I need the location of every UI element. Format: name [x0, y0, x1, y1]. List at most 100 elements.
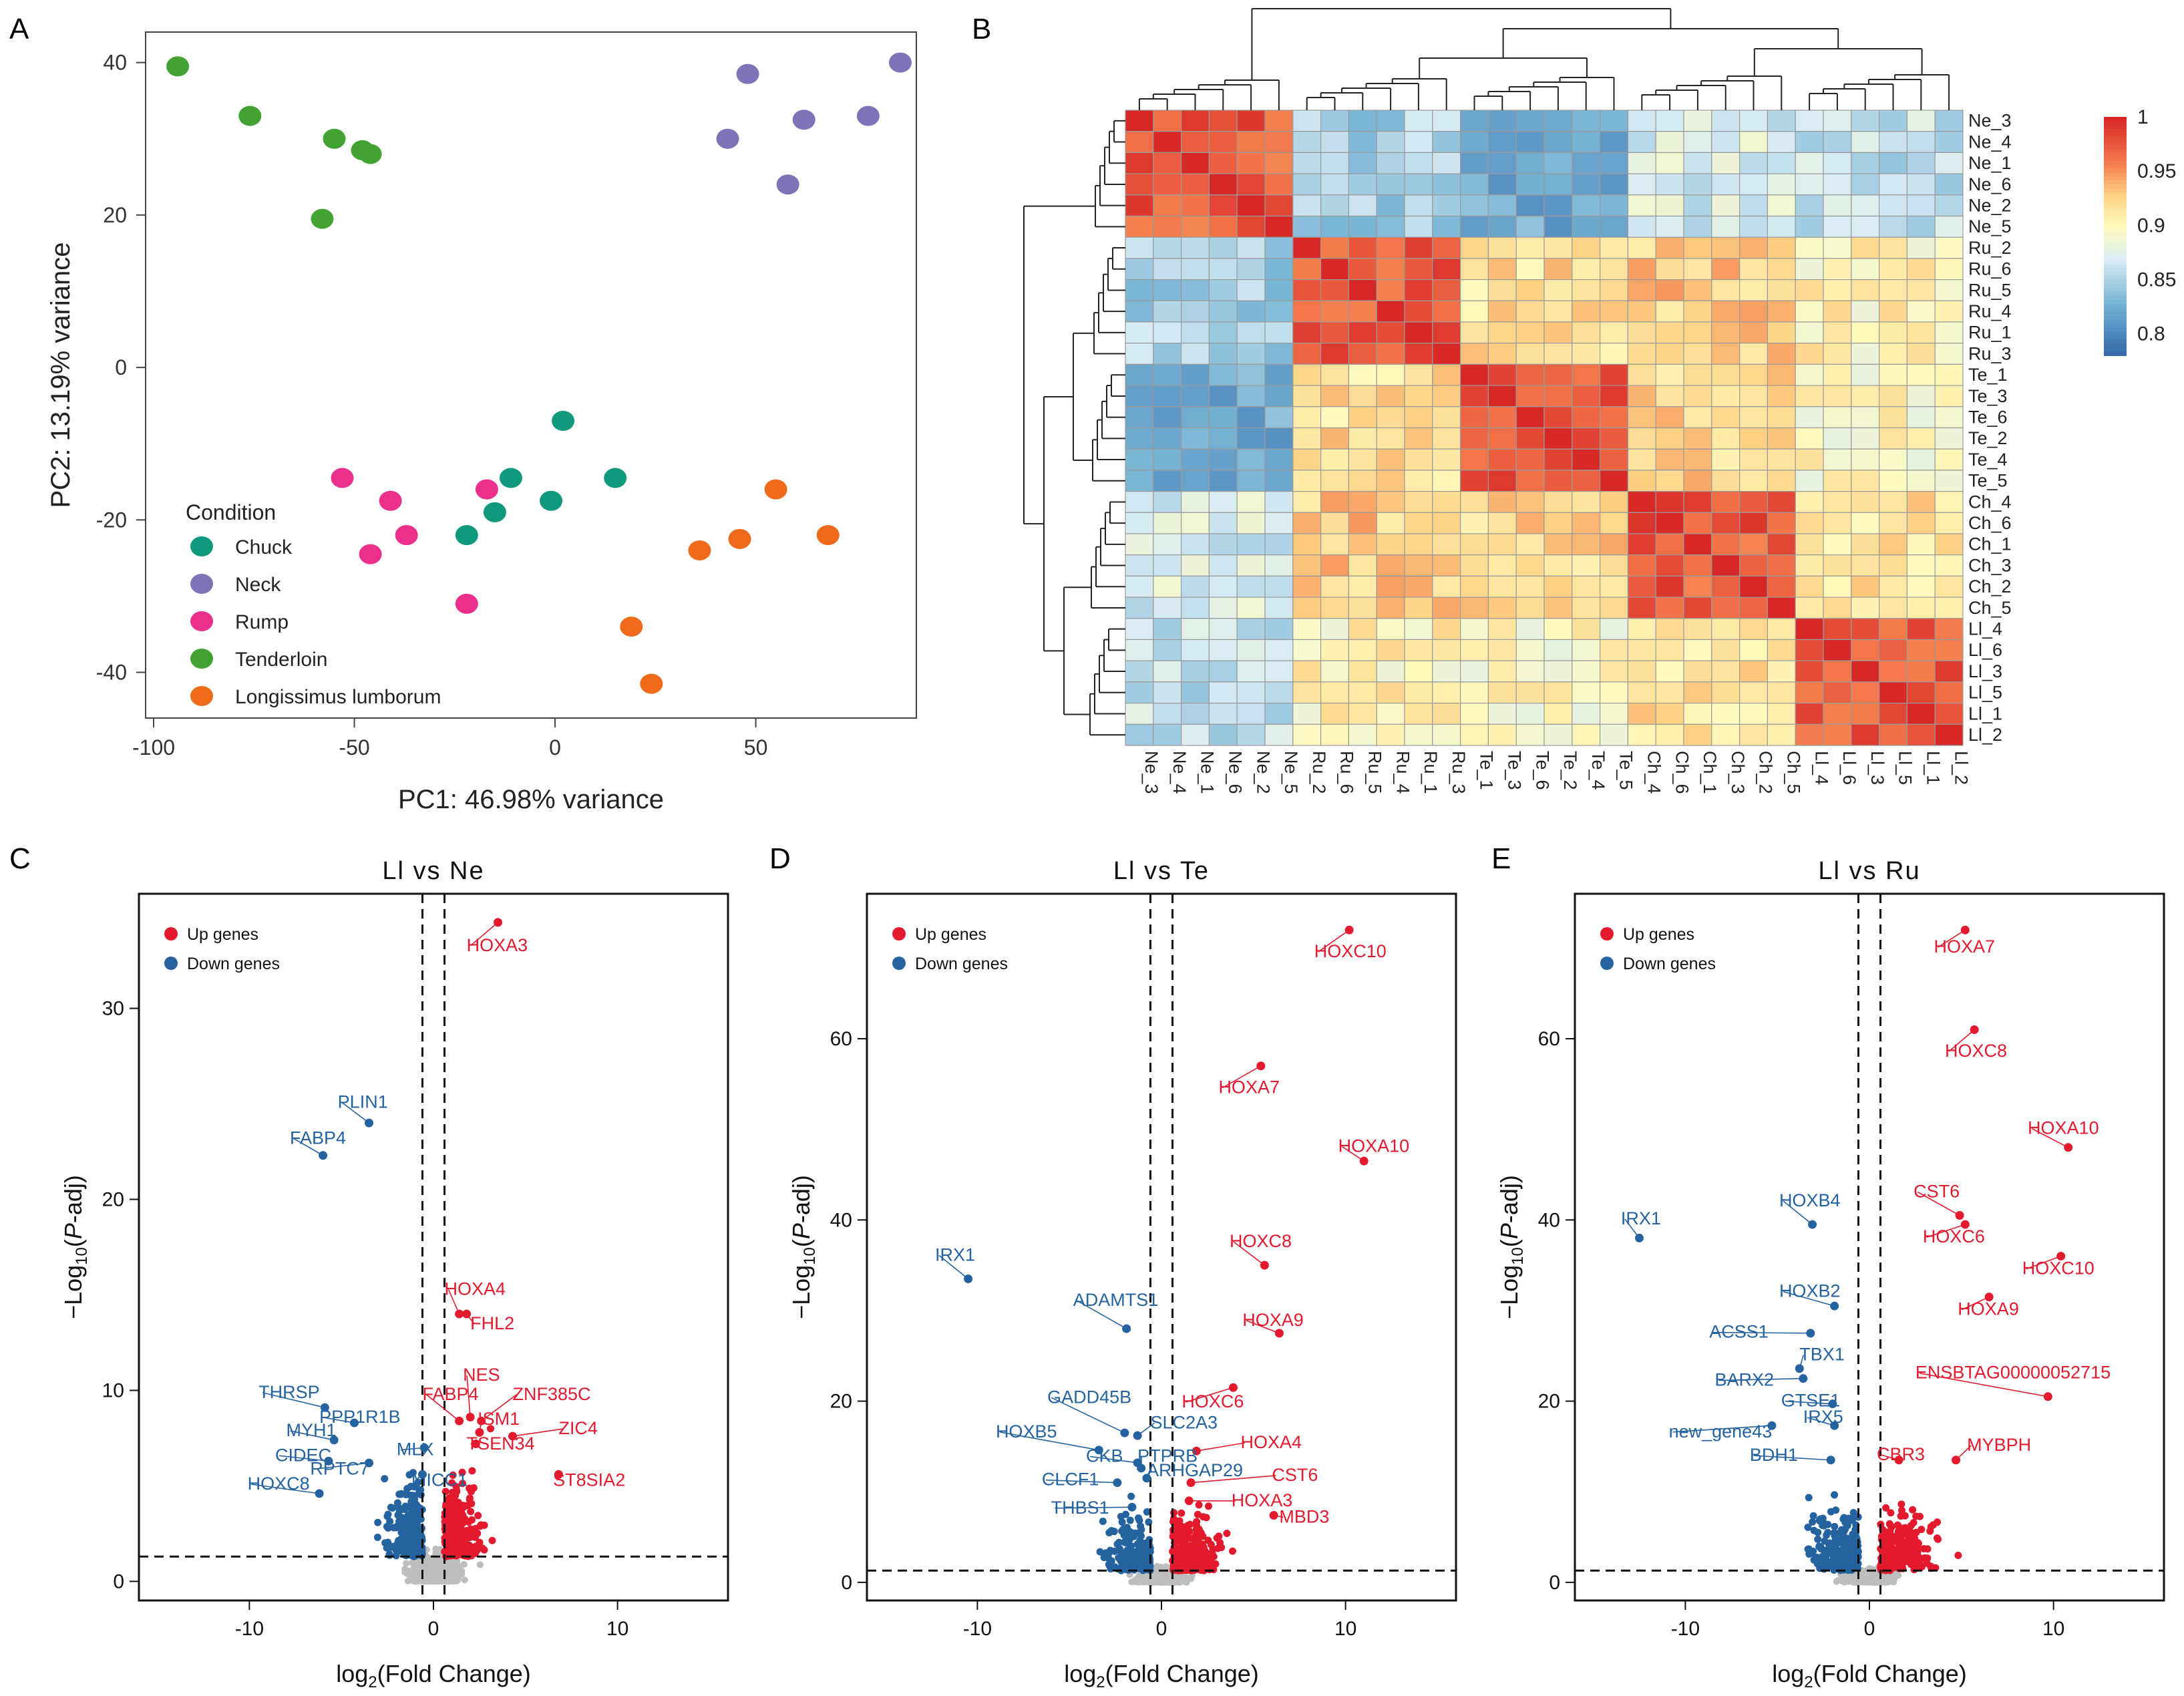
- x-tick-label: 10: [1334, 1618, 1356, 1640]
- heatmap-cell: [1683, 300, 1712, 323]
- heatmap-cell: [1208, 575, 1238, 598]
- heatmap-cell: [1460, 131, 1489, 153]
- heatmap-cell: [1543, 363, 1573, 386]
- ns-point: [1153, 1562, 1161, 1570]
- heatmap-cell: [1711, 639, 1741, 661]
- up-gene-point: [1184, 1530, 1192, 1538]
- heatmap-cell: [1125, 300, 1154, 323]
- heatmap-cell: [1376, 173, 1405, 196]
- heatmap-cell: [1711, 343, 1741, 365]
- heatmap-cell: [1572, 723, 1601, 746]
- heatmap-cell: [1906, 470, 1936, 492]
- heatmap-cell: [1432, 279, 1461, 301]
- heatmap-cell: [1180, 406, 1210, 429]
- ns-point: [403, 1560, 410, 1567]
- y-tick-label: 40: [1538, 1209, 1560, 1231]
- heatmap-cell: [1515, 406, 1545, 429]
- heatmap-cell: [1906, 639, 1936, 661]
- up-gene-point: [1178, 1555, 1186, 1563]
- heatmap-cell: [1879, 575, 1908, 598]
- heatmap-cell: [1404, 215, 1433, 238]
- heatmap-cell: [1627, 300, 1656, 323]
- heatmap-cell: [1711, 702, 1741, 725]
- heatmap-cell: [1292, 110, 1322, 132]
- heatmap-cell: [1683, 110, 1712, 132]
- colorbar-segment: [2104, 148, 2127, 154]
- heatmap-cell: [1627, 512, 1656, 534]
- heatmap-cell: [1460, 512, 1489, 534]
- heatmap-cell: [1208, 321, 1238, 344]
- heatmap-cell: [1906, 343, 1936, 365]
- ns-point: [435, 1570, 442, 1578]
- heatmap-cell: [1264, 173, 1294, 196]
- ns-point: [1144, 1578, 1151, 1585]
- heatmap-cell: [1823, 597, 1852, 619]
- heatmap-cell: [1823, 490, 1852, 513]
- heatmap-cell: [1432, 470, 1461, 492]
- gene-label-leader: [1045, 1479, 1117, 1484]
- colorbar-segment: [2104, 232, 2127, 237]
- heatmap-cell: [1572, 258, 1601, 281]
- heatmap-cell: [1823, 512, 1852, 534]
- up-gene-point: [448, 1479, 456, 1487]
- heatmap-cell: [1543, 321, 1573, 344]
- up-gene-point: [1223, 1529, 1231, 1537]
- legend-swatch-up: [164, 927, 178, 941]
- down-gene-point: [401, 1506, 409, 1514]
- heatmap-cell: [1348, 533, 1377, 556]
- gene-label-leader: [1191, 1475, 1276, 1484]
- heatmap-cell: [1767, 533, 1796, 556]
- row-label: Te_2: [1968, 428, 2008, 448]
- down-gene-point: [1137, 1549, 1145, 1557]
- heatmap-cell: [1292, 427, 1322, 450]
- heatmap-cell: [1432, 363, 1461, 386]
- column-label: Ne_1: [1198, 751, 1218, 794]
- heatmap-cell: [1627, 639, 1656, 661]
- heatmap-cell: [1934, 173, 1964, 196]
- heatmap-cell: [1851, 300, 1880, 323]
- heatmap-cell: [1292, 681, 1322, 704]
- heatmap-cell: [1432, 152, 1461, 174]
- ns-point: [413, 1578, 421, 1585]
- heatmap-cell: [1600, 131, 1629, 153]
- colorbar-segment: [2104, 343, 2127, 349]
- heatmap-cell: [1404, 343, 1433, 365]
- heatmap-cell: [1543, 618, 1573, 641]
- heatmap-cell: [1460, 554, 1489, 577]
- heatmap-cell: [1153, 533, 1182, 556]
- gene-label: HOXA3: [1232, 1490, 1293, 1510]
- y-axis-label-part: −Log: [787, 1265, 815, 1319]
- colorbar-segment: [2104, 200, 2127, 205]
- colorbar-segment: [2104, 315, 2127, 321]
- heatmap-cell: [1125, 131, 1154, 153]
- heatmap-cell: [1460, 300, 1489, 323]
- heatmap-cell: [1404, 681, 1433, 704]
- heatmap-cell: [1627, 279, 1656, 301]
- heatmap-cell: [1600, 490, 1629, 513]
- heatmap-cell: [1125, 470, 1154, 492]
- heatmap-cell: [1934, 702, 1964, 725]
- heatmap-cell: [1292, 490, 1322, 513]
- heatmap-cell: [1739, 258, 1769, 281]
- heatmap-cell: [1627, 575, 1656, 598]
- heatmap-cell: [1934, 723, 1964, 746]
- heatmap-cell: [1767, 300, 1796, 323]
- colorbar-segment: [2104, 204, 2127, 209]
- heatmap-cell: [1348, 215, 1377, 238]
- heatmap-cell: [1460, 660, 1489, 683]
- down-gene-point: [1118, 1518, 1126, 1526]
- heatmap-cell: [1348, 681, 1377, 704]
- heatmap-cell: [1515, 702, 1545, 725]
- heatmap-cell: [1600, 681, 1629, 704]
- heatmap-cell: [1376, 279, 1405, 301]
- heatmap-cell: [1767, 427, 1796, 450]
- heatmap-cell: [1180, 215, 1210, 238]
- heatmap-cell: [1236, 490, 1266, 513]
- gene-label: HOXA10: [1338, 1136, 1410, 1156]
- heatmap-cell: [1627, 152, 1656, 174]
- heatmap-cell: [1264, 300, 1294, 323]
- heatmap-cell: [1264, 427, 1294, 450]
- heatmap-cell: [1655, 618, 1684, 641]
- heatmap-cell: [1906, 490, 1936, 513]
